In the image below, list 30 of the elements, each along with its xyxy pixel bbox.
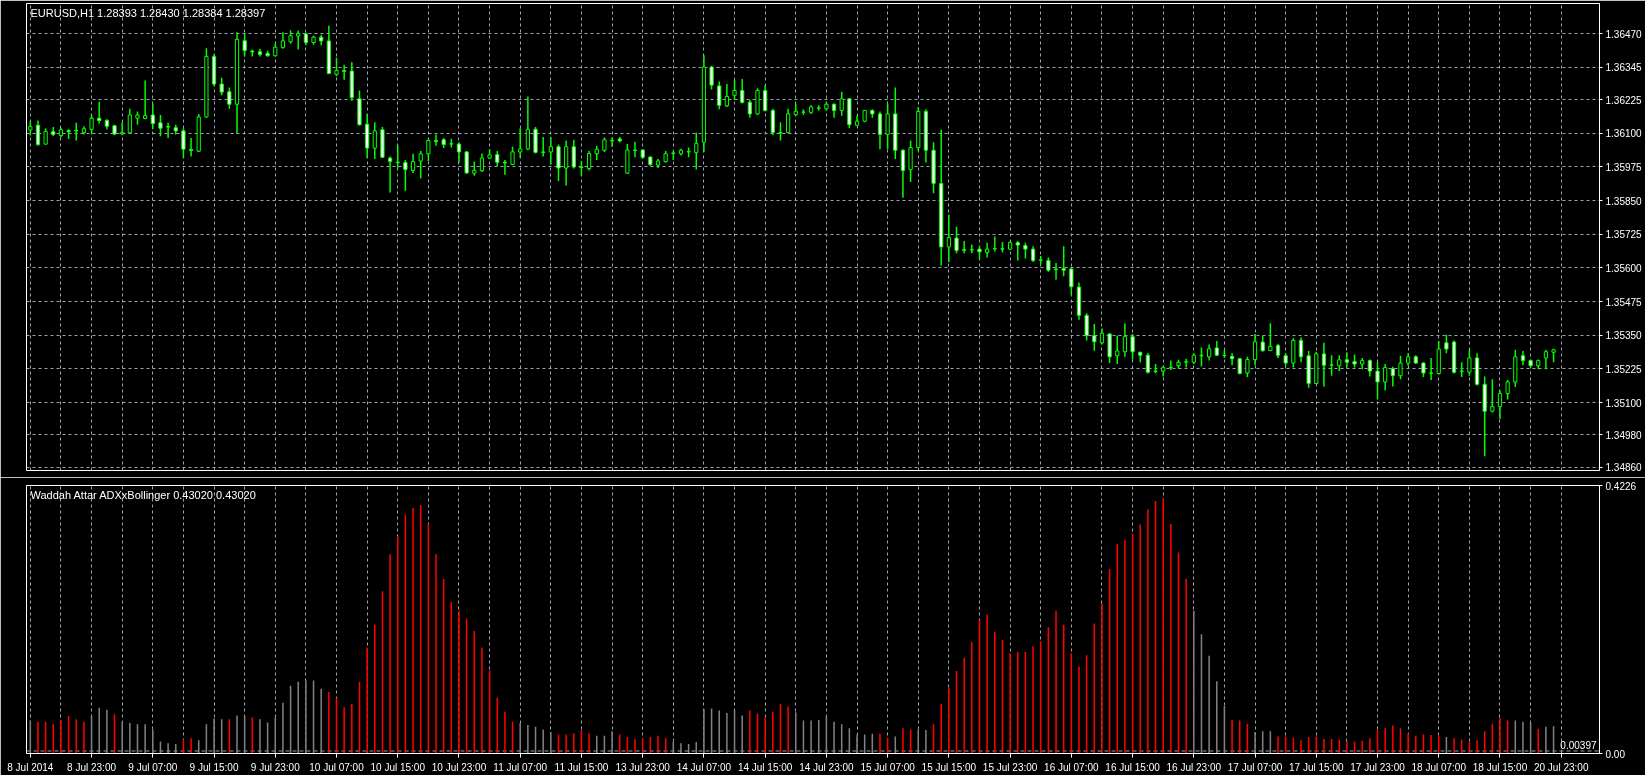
x-tick-label: 16 Jul 23:00 <box>1166 761 1222 773</box>
x-tick-label: 15 Jul 15:00 <box>921 761 977 773</box>
x-tick-label: 9 Jul 23:00 <box>250 761 301 773</box>
x-tick-label: 17 Jul 15:00 <box>1289 761 1344 773</box>
x-tick-label: 17 Jul 07:00 <box>1227 761 1283 773</box>
x-tick-label: 9 Jul 15:00 <box>189 761 239 773</box>
x-tick-label: 15 Jul 23:00 <box>982 761 1038 773</box>
x-tick-label: 13 Jul 23:00 <box>615 761 671 773</box>
x-tick-label: 10 Jul 23:00 <box>431 761 487 773</box>
x-tick-label: 9 Jul 07:00 <box>128 761 178 773</box>
x-tick-label: 16 Jul 15:00 <box>1105 761 1161 773</box>
x-tick-label: 14 Jul 07:00 <box>676 761 732 773</box>
x-tick-label: 20 Jul 23:00 <box>1533 761 1589 773</box>
x-tick-label: 10 Jul 15:00 <box>370 761 426 773</box>
chart-title: Waddah Attar ADXxBollinger 0.43020 0.43020 <box>30 488 256 501</box>
x-tick-label: 18 Jul 15:00 <box>1472 761 1528 773</box>
x-tick-label: 18 Jul 07:00 <box>1411 761 1467 773</box>
x-tick-label: 17 Jul 23:00 <box>1350 761 1406 773</box>
x-tick-label: 8 Jul 2014 <box>7 761 54 773</box>
x-tick-label: 8 Jul 23:00 <box>67 761 117 773</box>
x-tick-label: 10 Jul 07:00 <box>309 761 365 773</box>
x-tick-label: 14 Jul 23:00 <box>799 761 855 773</box>
x-tick-label: 14 Jul 15:00 <box>737 761 793 773</box>
ref-line-label: 0.00397 <box>1560 739 1597 751</box>
y-tick-label: 0.4226 <box>1605 480 1637 492</box>
y-tick-label: 0.00 <box>1605 748 1626 760</box>
x-tick-label: 11 Jul 07:00 <box>493 761 548 773</box>
x-tick-label: 16 Jul 07:00 <box>1044 761 1100 773</box>
x-tick-label: 15 Jul 07:00 <box>860 761 916 773</box>
x-tick-label: 11 Jul 15:00 <box>554 761 609 773</box>
